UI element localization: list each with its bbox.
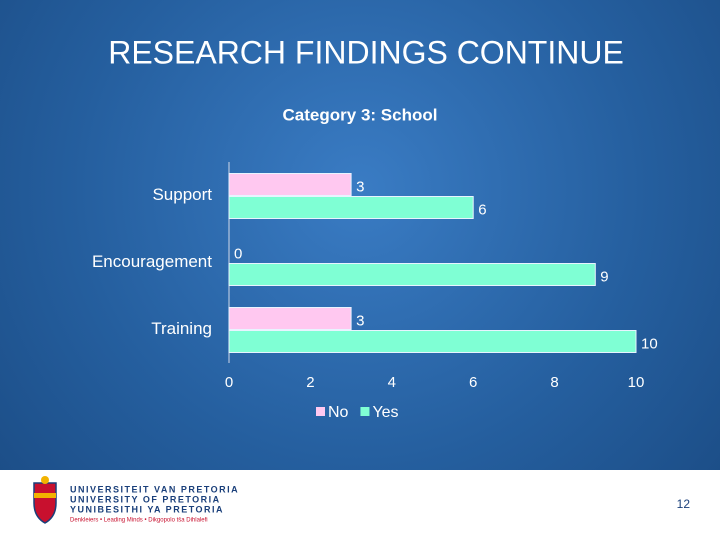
data-label: 3 bbox=[356, 312, 364, 329]
x-tick-label: 6 bbox=[469, 374, 477, 391]
university-name: YUNIBESITHI YA PRETORIA bbox=[70, 504, 224, 514]
y-tick-label: Training bbox=[151, 319, 212, 338]
university-name: UNIVERSITEIT VAN PRETORIA bbox=[70, 484, 239, 494]
legend-label: No bbox=[328, 404, 349, 421]
footer-band bbox=[0, 470, 720, 540]
bar bbox=[228, 196, 474, 219]
x-tick-label: 10 bbox=[628, 374, 645, 391]
y-tick-label: Encouragement bbox=[92, 252, 212, 271]
x-tick-label: 4 bbox=[388, 374, 396, 391]
bar bbox=[228, 330, 637, 353]
legend-label: Yes bbox=[372, 404, 398, 421]
logo-crest bbox=[33, 476, 57, 524]
data-label: 10 bbox=[641, 335, 658, 352]
chart-title: Category 3: School bbox=[283, 105, 438, 124]
legend-swatch bbox=[360, 407, 370, 416]
data-label: 3 bbox=[356, 178, 364, 195]
data-label: 6 bbox=[478, 201, 486, 218]
data-label: 9 bbox=[600, 268, 608, 285]
y-tick-label: Support bbox=[152, 185, 212, 204]
legend-swatch bbox=[316, 407, 325, 416]
bar bbox=[228, 173, 352, 196]
x-tick-label: 2 bbox=[306, 374, 314, 391]
bar bbox=[228, 263, 596, 286]
bar bbox=[228, 307, 352, 330]
tagline: Denkleiers • Leading Minds • Dikgopolo t… bbox=[70, 518, 208, 524]
page-number: 12 bbox=[677, 497, 691, 511]
university-name: UNIVERSITY OF PRETORIA bbox=[70, 494, 221, 504]
data-label: 0 bbox=[234, 245, 242, 262]
x-tick-label: 8 bbox=[550, 374, 558, 391]
x-tick-label: 0 bbox=[225, 374, 233, 391]
slide-title: RESEARCH FINDINGS CONTINUE bbox=[108, 34, 624, 70]
